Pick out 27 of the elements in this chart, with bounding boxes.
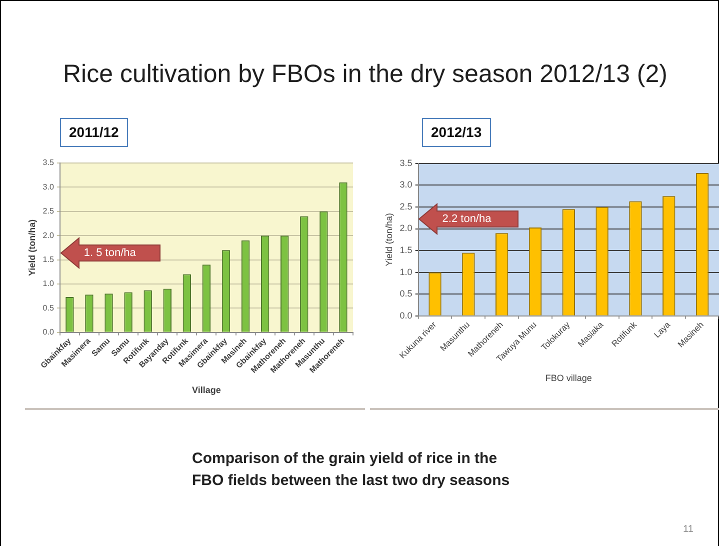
y-tick-label: 3.5 (42, 158, 54, 168)
y-tick-label: 2.0 (400, 223, 412, 234)
y-tick-label: 3.0 (42, 182, 54, 192)
x-axis-title: Village (192, 385, 221, 396)
chart-title: 2012/13 (422, 118, 491, 147)
text: Rice cultivation by FBOs in the dry season 2012/13 (2) (63, 60, 668, 89)
y-axis-title: Yield (ton/ha) (26, 219, 37, 276)
y-tick-label: 1.5 (400, 245, 412, 256)
text: Comparison of the grain yield of rice in the FBO fields between the last two dry seasons (192, 449, 511, 491)
y-tick-label: 1.0 (400, 266, 412, 277)
y-tick-label: 0.5 (42, 303, 54, 312)
x-axis-title: FBO village (545, 373, 592, 384)
annotation: 1. 5 ton/ha (84, 246, 136, 260)
annotation: 2.2 ton/ha (442, 212, 492, 226)
y-tick-label: 3.0 (400, 180, 412, 190)
y-tick-label: 0.5 (400, 288, 412, 299)
chart-title: 2011/12 (60, 118, 128, 147)
y-tick-label: 1.5 (42, 254, 54, 264)
text: 11 (683, 523, 694, 537)
y-tick-label: 2.5 (400, 201, 412, 212)
y-tick-label: 2.5 (42, 206, 54, 216)
y-tick-label: 1.0 (42, 279, 54, 288)
y-tick-label: 0.0 (42, 328, 54, 337)
y-axis-title: Yield (ton/ha) (384, 213, 394, 266)
y-tick-label: 0.0 (400, 310, 412, 320)
y-tick-label: 2.0 (42, 230, 54, 240)
y-tick-label: 3.5 (400, 158, 412, 168)
